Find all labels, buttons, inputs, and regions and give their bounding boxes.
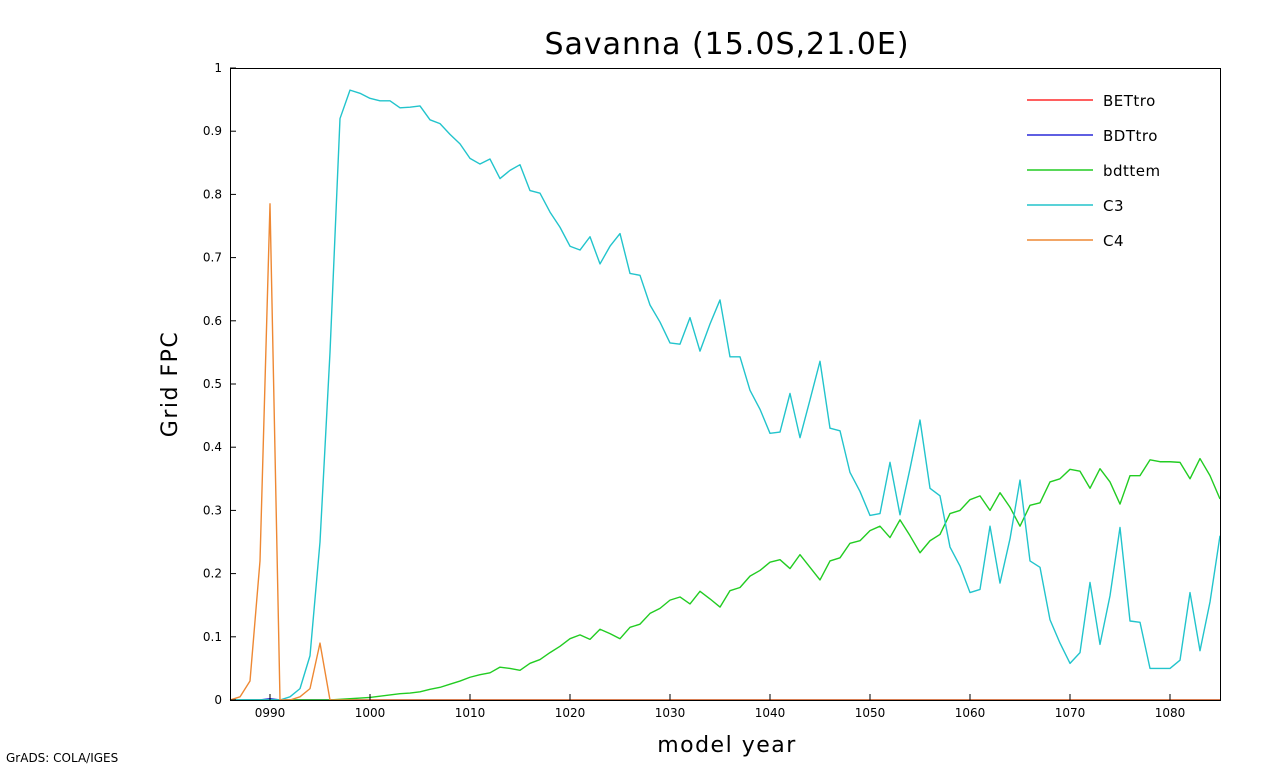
x-tick-label: 1010 xyxy=(455,706,486,720)
x-tick-label: 1000 xyxy=(355,706,386,720)
y-tick-label: 0.7 xyxy=(203,251,222,265)
plot-frame xyxy=(230,68,1221,701)
chart-title: Savanna (15.0S,21.0E) xyxy=(544,27,909,62)
y-tick-label: 0.1 xyxy=(203,630,222,644)
x-tick-label: 1030 xyxy=(655,706,686,720)
x-tick-label: 1050 xyxy=(855,706,886,720)
ticks-layer: 0990 1000 1010 1020 1030 1040 1050 1060 1070 1080… xyxy=(203,61,1185,720)
x-tick-label: 1060 xyxy=(955,706,986,720)
series-layer xyxy=(229,89,1221,701)
y-tick-label: 0.6 xyxy=(203,314,222,328)
y-tick-label: 0.4 xyxy=(203,440,222,454)
x-tick-label: 1070 xyxy=(1055,706,1086,720)
x-tick-label: 0990 xyxy=(255,706,286,720)
y-tick-label: 0.2 xyxy=(203,567,222,581)
y-tick-label: 0.9 xyxy=(203,124,222,138)
legend-label-bettro: BETtro xyxy=(1103,92,1156,110)
y-tick-label: 0 xyxy=(214,693,222,707)
grads-footer: GrADS: COLA/IGES xyxy=(6,751,119,765)
x-tick-label: 1020 xyxy=(555,706,586,720)
y-axis-title: Grid FPC xyxy=(158,331,183,437)
series-line-c4 xyxy=(229,203,1220,701)
y-tick-label: 1 xyxy=(214,61,222,75)
legend-label-bdttro: BDTtro xyxy=(1103,127,1158,145)
y-tick-label: 0.5 xyxy=(203,377,222,391)
y-tick-label: 0.3 xyxy=(203,503,222,517)
series-line-c3 xyxy=(230,89,1221,701)
legend-label-bdttem: bdttem xyxy=(1103,162,1161,180)
legend-label-c3: C3 xyxy=(1103,197,1124,215)
legend: BETtro BDTtro bdttem C3 C4 xyxy=(1027,92,1161,250)
y-tick-label: 0.8 xyxy=(203,187,222,201)
x-axis-title: model year xyxy=(657,733,797,758)
series-line-bdttem xyxy=(230,457,1221,701)
legend-label-c4: C4 xyxy=(1103,232,1124,250)
x-tick-label: 1080 xyxy=(1155,706,1186,720)
x-tick-label: 1040 xyxy=(755,706,786,720)
